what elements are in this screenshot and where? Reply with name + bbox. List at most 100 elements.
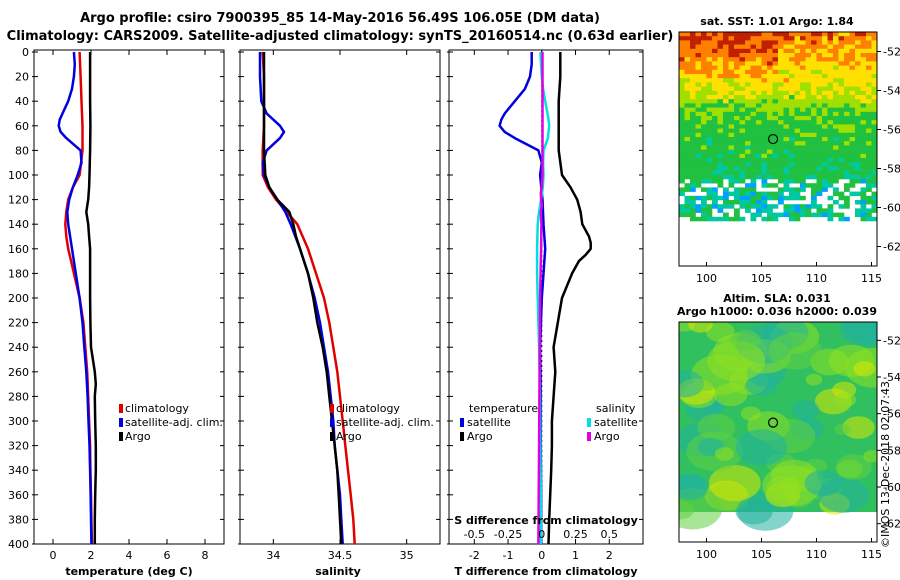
sst-cell: [772, 216, 779, 222]
sst-cell: [679, 132, 685, 138]
sst-cell: [816, 212, 823, 218]
sst-cell: [811, 32, 817, 37]
sst-cell: [794, 153, 801, 159]
sst-cell: [690, 183, 696, 188]
sst-cell: [811, 90, 817, 96]
sst-cell: [789, 61, 795, 66]
sst-cell: [855, 69, 861, 75]
sst-cell: [816, 183, 823, 188]
sst-cell: [783, 179, 790, 184]
sst-cell: [772, 128, 779, 134]
sst-cell: [723, 153, 729, 159]
x-tick-label: -2: [469, 549, 480, 562]
sst-cell: [701, 128, 707, 134]
sst-cell: [701, 86, 707, 92]
sst-cell: [690, 149, 696, 155]
sla-argo-marker: [767, 417, 779, 428]
sst-cell: [794, 166, 801, 171]
sst-cell: [871, 200, 877, 205]
x-tick-label: 34.5: [328, 549, 353, 562]
sst-cell: [756, 44, 762, 50]
sst-cell: [739, 187, 746, 192]
sst-cell: [794, 174, 801, 180]
sst-cell: [756, 65, 762, 71]
sst-cell: [761, 195, 768, 201]
sst-cell: [712, 111, 718, 117]
sst-cell: [701, 65, 707, 71]
sst-cell: [690, 111, 696, 117]
sst-cell: [789, 86, 795, 92]
sst-cell: [866, 107, 872, 113]
sst-cell: [789, 166, 795, 171]
sst-cell: [734, 57, 740, 62]
sst-cell: [723, 48, 729, 54]
sst-cell: [706, 191, 713, 197]
sst-cell: [772, 124, 779, 129]
sst-cell: [695, 86, 702, 92]
sst-cell: [706, 103, 713, 108]
sst-cell: [783, 116, 790, 121]
y-tick-label: 220: [8, 317, 29, 330]
sla-blob: [707, 340, 766, 382]
sst-cell: [855, 32, 861, 37]
sst-cell: [844, 153, 850, 159]
sst-cell: [805, 183, 812, 188]
sst-cell: [701, 162, 707, 167]
sst-cell: [739, 61, 746, 66]
sst-cell: [811, 149, 817, 155]
sst-cell: [739, 137, 746, 142]
sst-cell: [684, 195, 691, 201]
sst-cell: [712, 149, 718, 155]
sst-cell: [734, 107, 740, 113]
sst-cell: [712, 69, 718, 75]
sst-cell: [844, 216, 850, 222]
sst-cell: [805, 170, 812, 176]
sst-cell: [811, 145, 817, 150]
sst-cell: [767, 183, 773, 188]
sst-cell: [723, 149, 729, 155]
sst-cell: [822, 153, 828, 159]
sst-cell: [695, 141, 702, 146]
sst-cell: [849, 145, 856, 150]
sst-cell: [800, 65, 806, 71]
sst-cell: [833, 107, 839, 113]
s-tick-label: -0.5: [464, 528, 485, 541]
sst-cell: [767, 158, 773, 163]
sst-cell: [794, 95, 801, 100]
sst-cell: [761, 61, 768, 66]
sst-cell: [778, 57, 784, 62]
sst-cell: [767, 141, 773, 146]
sst-cell: [761, 32, 768, 37]
sst-cell: [860, 53, 867, 58]
sst-cell: [866, 132, 872, 138]
sst-cell: [767, 74, 773, 79]
sst-cell: [849, 57, 856, 62]
sst-cell: [745, 69, 751, 75]
sst-cell: [844, 149, 850, 155]
sst-cell: [800, 208, 806, 213]
sst-cell: [800, 36, 806, 41]
sst-cell: [684, 36, 691, 41]
sst-cell: [684, 145, 691, 150]
sst-cell: [866, 99, 872, 104]
sst-cell: [728, 204, 735, 209]
sst-cell: [712, 82, 718, 87]
sst-cell: [745, 90, 751, 96]
sst-cell: [679, 86, 685, 92]
sst-cell: [745, 65, 751, 71]
y-tick-label: 180: [8, 267, 29, 280]
sst-cell: [827, 179, 834, 184]
sst-cell: [866, 120, 872, 125]
sst-cell: [794, 107, 801, 113]
sst-cell: [679, 145, 685, 150]
sst-cell: [844, 187, 850, 192]
sst-cell: [745, 166, 751, 171]
sst-cell: [717, 137, 724, 142]
sst-cell: [811, 141, 817, 146]
sst-cell: [794, 69, 801, 75]
sst-cell: [789, 179, 795, 184]
sst-cell: [717, 132, 724, 138]
sst-cell: [816, 61, 823, 66]
sst-cell: [827, 116, 834, 121]
sst-cell: [717, 158, 724, 163]
